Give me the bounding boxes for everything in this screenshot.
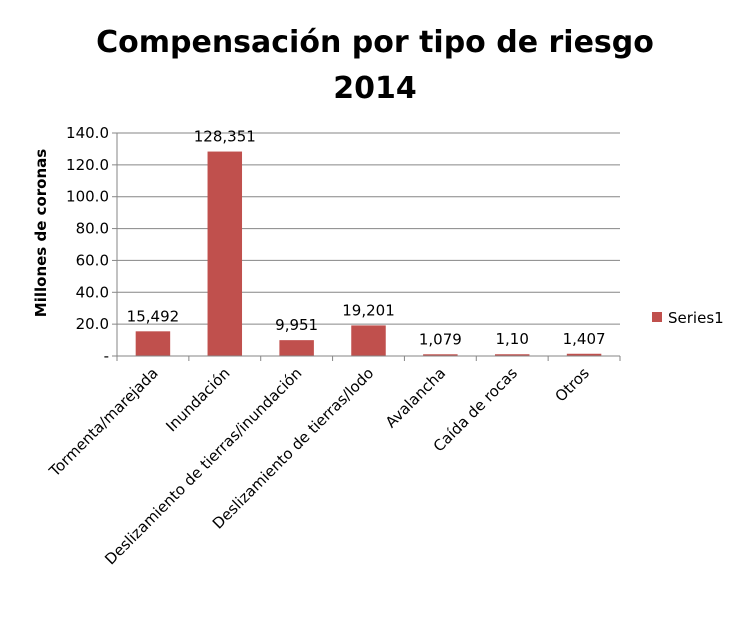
y-axis-ticks: - 20.0 40.0 60.0 80.0 100.0 120.0 140.0 (66, 124, 117, 365)
bar (494, 354, 530, 356)
category-label: Tormenta/marejada (45, 364, 162, 481)
category-label: Inundación (162, 364, 233, 435)
data-label: 19,201 (342, 301, 395, 319)
y-tick-label: 120.0 (66, 156, 109, 174)
category-label: Otros (552, 364, 594, 406)
y-tick-label: 100.0 (66, 188, 109, 206)
data-label: 1,079 (419, 330, 462, 348)
bar (279, 340, 314, 356)
y-tick-label: - (104, 347, 109, 365)
chart-title: Compensación por tipo de riesgo (96, 25, 654, 60)
data-label: 15,492 (127, 307, 180, 325)
gridlines (117, 132, 620, 325)
bar (207, 151, 243, 356)
legend: Series1 (652, 309, 724, 327)
legend-entry: Series1 (668, 309, 724, 327)
chart-subtitle: 2014 (333, 71, 417, 106)
data-label: 1,407 (563, 330, 606, 348)
bars (135, 151, 602, 356)
data-labels: 15,492 128,351 9,951 19,201 1,079 1,10 1,407 (127, 128, 606, 349)
y-tick-label: 40.0 (76, 283, 109, 301)
bar (423, 354, 458, 356)
category-label: Avalancha (382, 364, 449, 431)
y-axis-label: Millones de coronas (32, 149, 50, 317)
y-tick-label: 20.0 (76, 315, 109, 333)
category-labels: Tormenta/marejada InundaciónDeslizamiento… (45, 364, 593, 568)
bar (135, 331, 171, 356)
data-label: 9,951 (275, 316, 318, 334)
data-label: 1,10 (496, 330, 529, 348)
legend-swatch (652, 312, 662, 322)
data-label: 128,351 (194, 128, 256, 146)
y-tick-label: 140.0 (66, 124, 109, 142)
category-label: Deslizamiento de tierras/lodo (209, 364, 378, 533)
bar (351, 325, 386, 356)
y-tick-label: 80.0 (76, 220, 109, 238)
axes (116, 133, 621, 361)
bar (566, 353, 602, 356)
y-tick-label: 60.0 (76, 251, 109, 269)
